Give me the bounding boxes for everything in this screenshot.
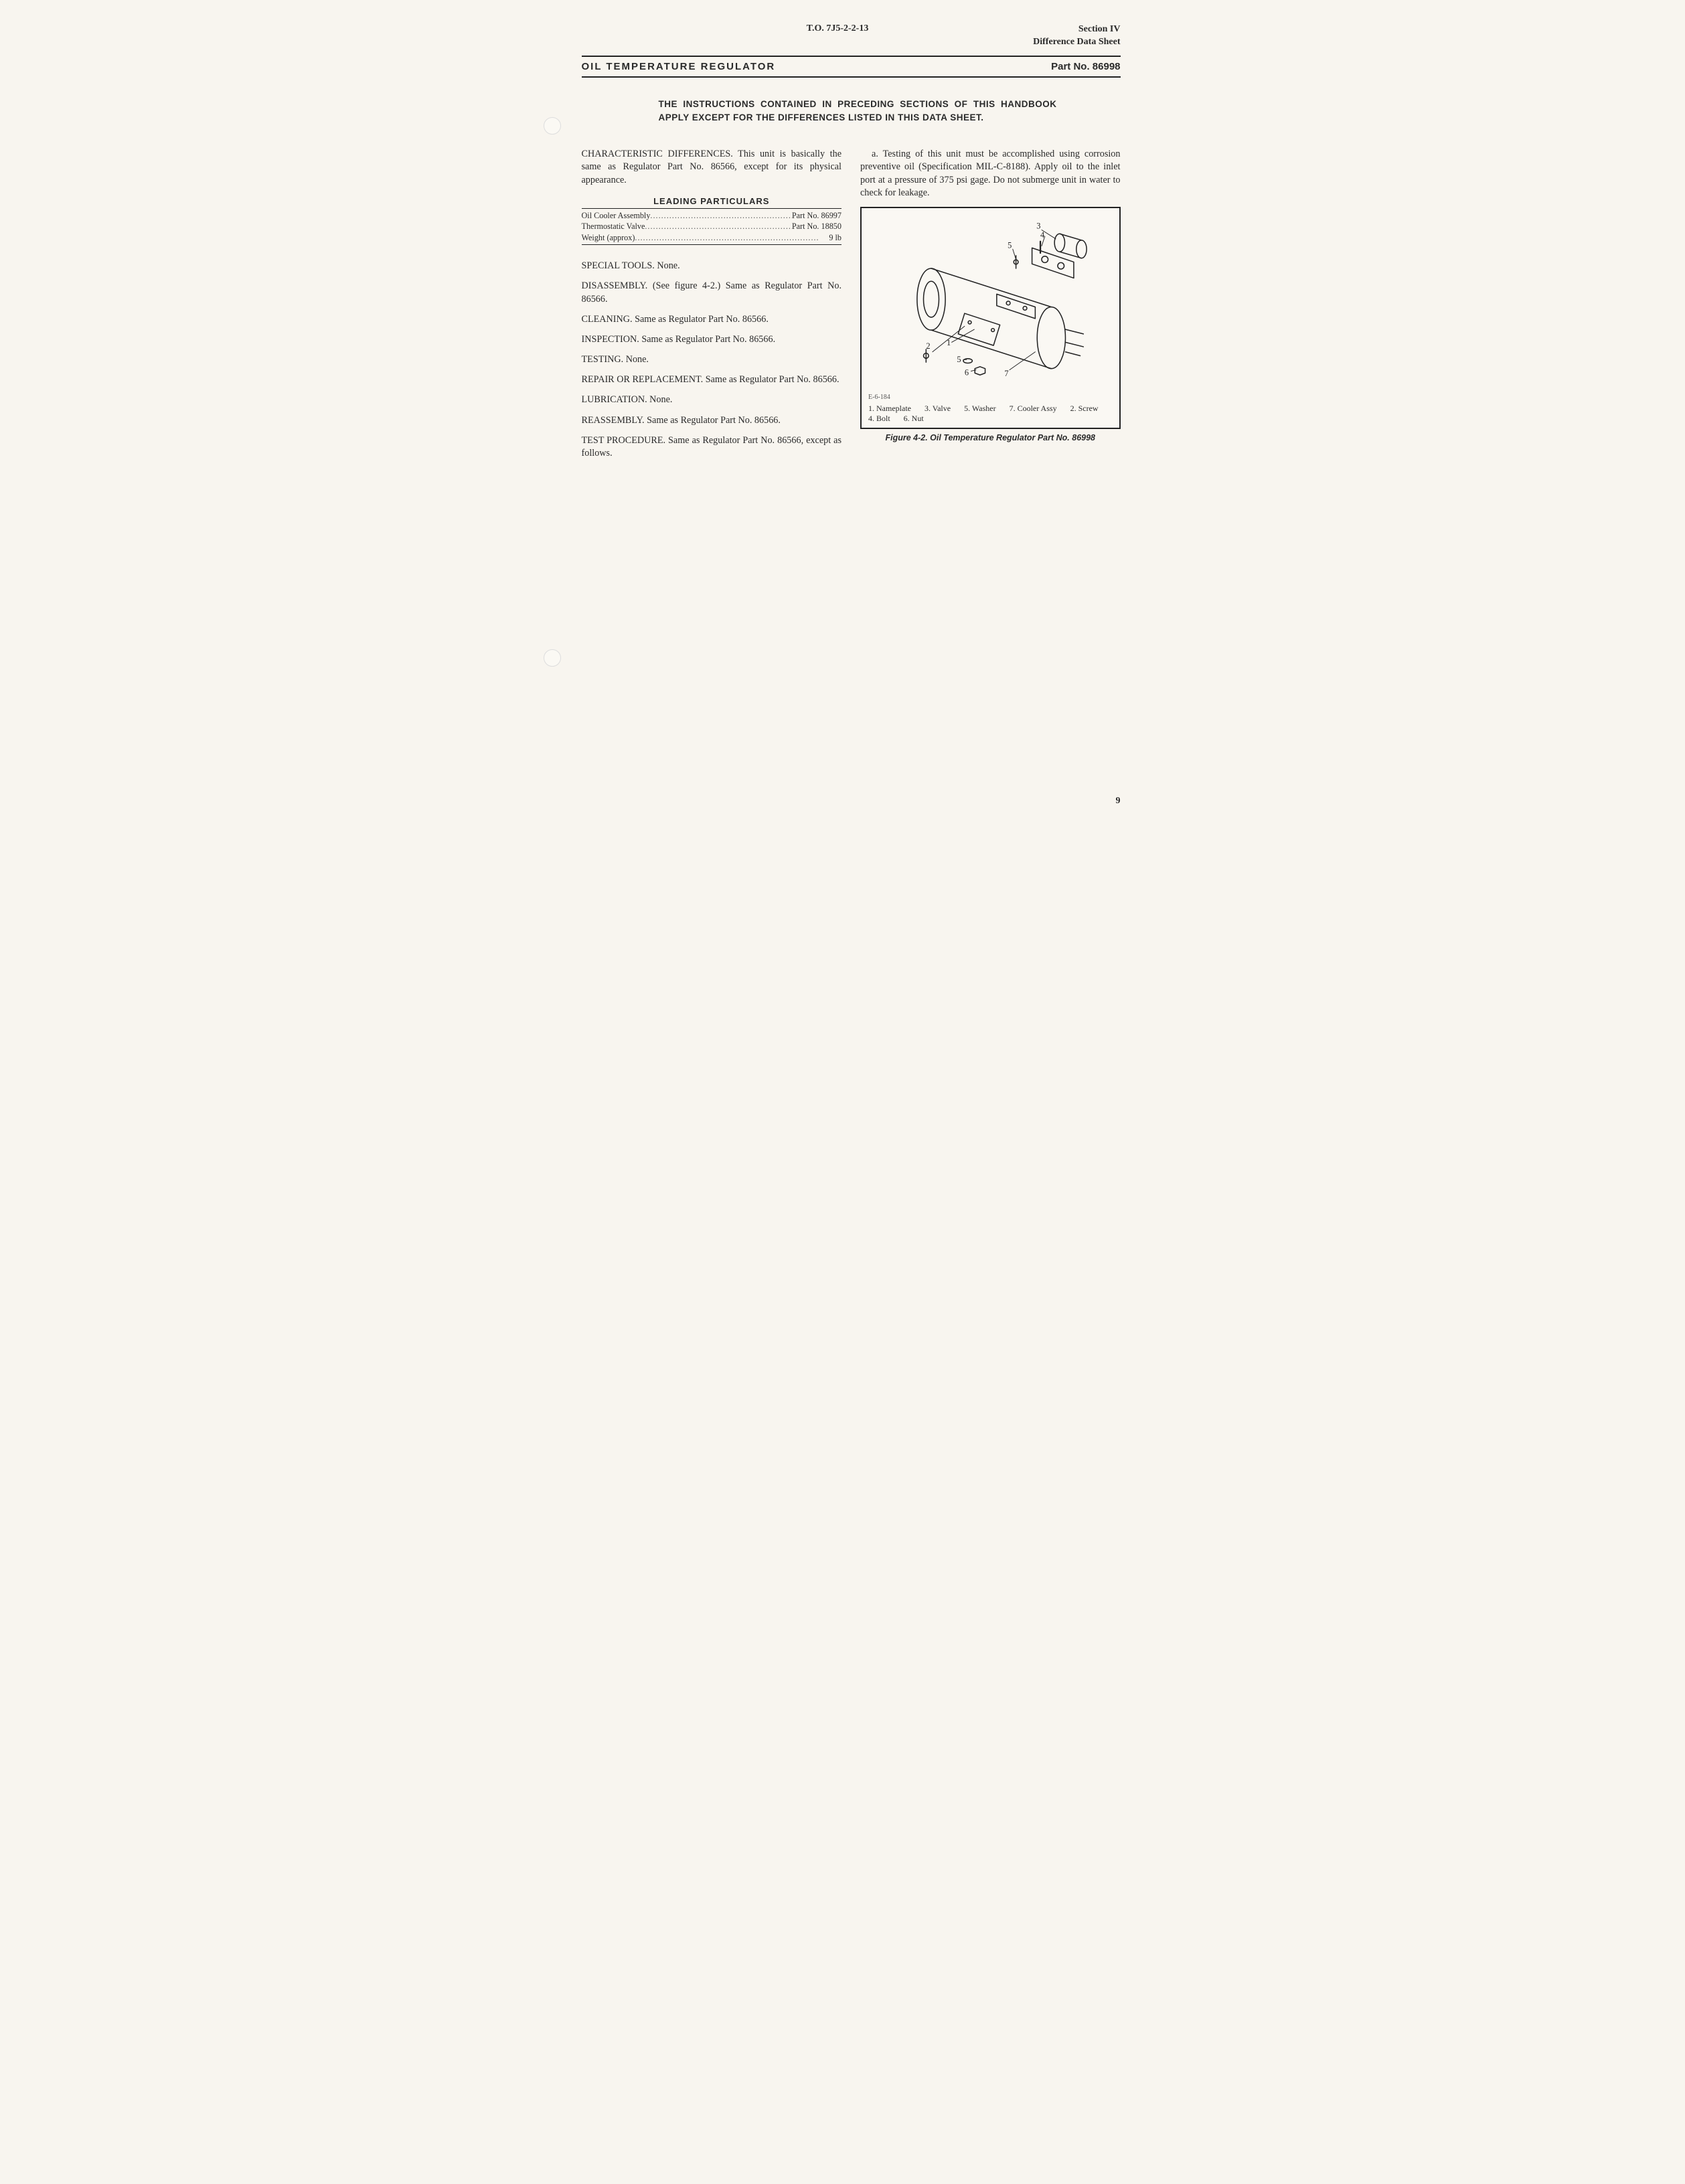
legend-item: 7. Cooler Assy bbox=[1010, 404, 1057, 414]
particulars-label: Thermostatic Valve bbox=[582, 221, 645, 232]
para-inspection: INSPECTION. Same as Regulator Part No. 8… bbox=[582, 333, 842, 346]
callout-2: 2 bbox=[926, 341, 930, 351]
rule bbox=[582, 76, 1121, 78]
dot-leader: ........................................… bbox=[650, 210, 791, 221]
callout-6: 6 bbox=[965, 367, 969, 377]
particulars-label: Weight (approx) bbox=[582, 232, 635, 243]
part-number: Part No. 86998 bbox=[1051, 61, 1120, 72]
legend-item: 3. Valve bbox=[925, 404, 951, 414]
right-column: a. Testing of this unit must be accompli… bbox=[860, 148, 1121, 467]
page-header: T.O. 7J5-2-2-13 Section IV Difference Da… bbox=[582, 23, 1121, 49]
section-line-2: Difference Data Sheet bbox=[993, 36, 1121, 49]
dot-leader: ........................................… bbox=[635, 232, 829, 243]
callout-4: 4 bbox=[1040, 230, 1045, 240]
callout-5b: 5 bbox=[957, 355, 961, 364]
punch-hole bbox=[544, 117, 561, 135]
leading-particulars-header: LEADING PARTICULARS bbox=[582, 196, 842, 206]
rule bbox=[582, 56, 1121, 57]
legend-item: 5. Washer bbox=[964, 404, 995, 414]
punch-hole bbox=[544, 649, 561, 667]
legend-item: 6. Nut bbox=[904, 414, 924, 424]
exploded-diagram: 1 2 3 4 5 5 6 7 bbox=[868, 214, 1113, 388]
para-cleaning: CLEANING. Same as Regulator Part No. 865… bbox=[582, 313, 842, 326]
document-page: T.O. 7J5-2-2-13 Section IV Difference Da… bbox=[525, 0, 1161, 823]
figure-box: 1 2 3 4 5 5 6 7 E-6-184 1. Nameplate 3. … bbox=[860, 207, 1121, 429]
legend-item: 1. Nameplate bbox=[868, 404, 911, 414]
para-test-procedure: TEST PROCEDURE. Same as Regulator Part N… bbox=[582, 434, 842, 460]
characteristic-differences: CHARACTERISTIC DIFFERENCES. This unit is… bbox=[582, 148, 842, 187]
particulars-row: Weight (approx) ........................… bbox=[582, 232, 842, 243]
callout-5: 5 bbox=[1008, 240, 1012, 250]
para-repair: REPAIR OR REPLACEMENT. Same as Regulator… bbox=[582, 373, 842, 386]
para-special-tools: SPECIAL TOOLS. None. bbox=[582, 260, 842, 272]
para-testing: TESTING. None. bbox=[582, 353, 842, 366]
dot-leader: ........................................… bbox=[645, 221, 791, 232]
particulars-value: Part No. 18850 bbox=[792, 221, 841, 232]
figure-caption: Figure 4-2. Oil Temperature Regulator Pa… bbox=[860, 433, 1121, 442]
figure-legend: 1. Nameplate 3. Valve 5. Washer 7. Coole… bbox=[868, 404, 1113, 424]
left-column: CHARACTERISTIC DIFFERENCES. This unit is… bbox=[582, 148, 842, 467]
section-line-1: Section IV bbox=[993, 23, 1121, 36]
callout-7: 7 bbox=[1004, 369, 1008, 378]
to-number: T.O. 7J5-2-2-13 bbox=[682, 23, 993, 34]
legend-item: 2. Screw bbox=[1070, 404, 1099, 414]
callout-1: 1 bbox=[947, 338, 951, 347]
doc-title: OIL TEMPERATURE REGULATOR bbox=[582, 61, 776, 72]
particulars-value: 9 lb bbox=[829, 232, 841, 243]
callout-3: 3 bbox=[1036, 222, 1040, 231]
notice-text: THE INSTRUCTIONS CONTAINED IN PRECEDING … bbox=[659, 98, 1057, 125]
para-reassembly: REASSEMBLY. Same as Regulator Part No. 8… bbox=[582, 414, 842, 427]
two-column-body: CHARACTERISTIC DIFFERENCES. This unit is… bbox=[582, 148, 1121, 467]
title-bar: OIL TEMPERATURE REGULATOR Part No. 86998 bbox=[582, 61, 1121, 72]
particulars-label: Oil Cooler Assembly bbox=[582, 210, 651, 221]
particulars-row: Thermostatic Valve .....................… bbox=[582, 221, 842, 232]
particulars-value: Part No. 86997 bbox=[792, 210, 841, 221]
legend-item: 4. Bolt bbox=[868, 414, 890, 424]
para-test-a: a. Testing of this unit must be accompli… bbox=[860, 148, 1121, 199]
para-disassembly: DISASSEMBLY. (See figure 4-2.) Same as R… bbox=[582, 280, 842, 305]
drawing-id: E-6-184 bbox=[868, 394, 1113, 401]
leading-particulars-table: Oil Cooler Assembly ....................… bbox=[582, 208, 842, 245]
para-lubrication: LUBRICATION. None. bbox=[582, 394, 842, 406]
particulars-row: Oil Cooler Assembly ....................… bbox=[582, 210, 842, 221]
page-number: 9 bbox=[1116, 796, 1121, 807]
